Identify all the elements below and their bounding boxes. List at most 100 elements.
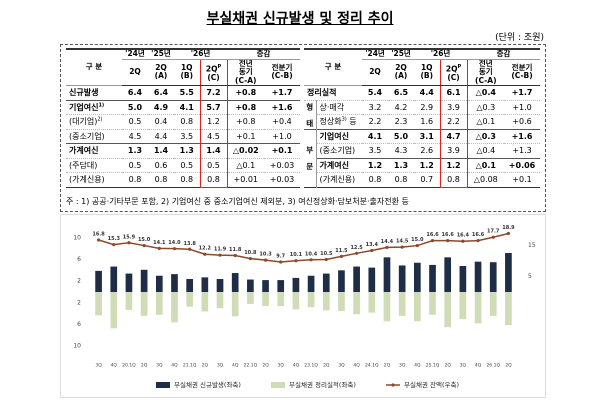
table-body: 신규발생 6.4 6.4 5.5 7.2 +0.8 +1.7 기업여신1) 5.0 4.9 4.1 5… xyxy=(66,85,301,188)
table-row: (중소기업) 4.5 4.4 3.5 4.5 +0.1 +1.0 xyxy=(66,128,301,144)
label-text: (중소기업) xyxy=(319,146,356,156)
bar xyxy=(247,292,254,304)
tick-label: 10 xyxy=(73,234,81,241)
x-tick-label: 3Q xyxy=(217,363,224,369)
cell: 0.8 xyxy=(439,172,468,188)
header-line: 2Q xyxy=(129,67,141,76)
cell: 4.5 xyxy=(122,128,148,144)
cell: △0.08 xyxy=(467,172,505,187)
cell: +1.0 xyxy=(504,99,541,115)
sub-header: 전분기 (C-B) xyxy=(504,59,541,86)
data-label: 14.4 xyxy=(381,239,394,245)
data-label: 16.4 xyxy=(457,233,470,239)
data-label: 16.8 xyxy=(92,232,105,238)
label-text: 신규발생 xyxy=(69,88,99,98)
bar xyxy=(383,292,391,322)
data-label: 11.8 xyxy=(229,247,242,253)
tick-label: 2 xyxy=(77,299,81,306)
cell: 4.7 xyxy=(439,128,468,144)
header-text: 2Q xyxy=(205,64,218,73)
bar xyxy=(155,292,163,315)
year-header: '26년 xyxy=(414,49,468,60)
x-tick-label: 25.1Q xyxy=(426,363,440,369)
x-tick-label: 2Q xyxy=(323,363,330,369)
x-tick-label: 22.1Q xyxy=(244,363,258,369)
sub-header: 전년 동기 (C-A) xyxy=(227,59,265,86)
cell: 2.6 xyxy=(414,143,441,158)
cell: 0.5 xyxy=(199,157,228,173)
bar xyxy=(505,253,512,292)
bar xyxy=(216,292,224,309)
header-line: 2Q xyxy=(155,62,167,72)
line-marker xyxy=(248,256,252,261)
header-row: 구 분 '24년 '25년 '26년 증감 xyxy=(66,49,301,86)
cell: 1.3 xyxy=(388,157,415,173)
bar xyxy=(505,292,512,326)
label-text: (가계신용) xyxy=(319,175,356,185)
bar xyxy=(231,273,239,292)
header-line: 전분기 xyxy=(511,62,533,72)
row-label: (가계신용) xyxy=(316,172,363,187)
occurrence-table: 구 분 '24년 '25년 '26년 증감 2Q 2Q (A) 1Q (B) 2QP (C) 전년 동기(… xyxy=(66,48,301,188)
x-tick-label: 3Q xyxy=(399,363,406,369)
sub-header: 1Q (B) xyxy=(174,59,200,86)
x-tick-label: 4Q xyxy=(475,363,482,369)
data-label: 15.0 xyxy=(138,237,151,243)
table-row: 가계여신 1.3 1.4 1.3 1.4 △0.02 +0.1 xyxy=(66,143,301,158)
cell: 0.8 xyxy=(362,172,389,187)
cell: 0.5 xyxy=(122,157,148,173)
sub-header: 2Q (A) xyxy=(388,59,415,86)
row-label: 정리실적 xyxy=(304,85,363,100)
cell: 0.8 xyxy=(199,172,228,188)
cell: 4.5 xyxy=(199,128,228,144)
bar xyxy=(307,275,315,292)
cell: +0.1 xyxy=(227,128,265,144)
bar xyxy=(216,279,224,292)
bar xyxy=(459,292,467,320)
year-header: '26년 xyxy=(174,49,228,60)
label-text: 가계여신 xyxy=(69,146,99,156)
label-text: 상·매각 xyxy=(319,102,345,112)
row-label: (주담대) xyxy=(66,157,122,173)
data-label: 10.8 xyxy=(244,250,257,256)
cell: 1.2 xyxy=(414,157,441,173)
line-marker xyxy=(263,258,268,262)
cell: 6.1 xyxy=(439,85,468,100)
row-label: (가계신용) xyxy=(66,172,122,187)
table-row: (대기업)2) 0.5 0.4 0.8 1.2 +0.8 +0.4 xyxy=(66,114,301,129)
cell: △0.1 xyxy=(467,157,505,173)
label-text: 가계여신 xyxy=(319,160,349,170)
legend-label: 부실채권 신규발생(좌축) xyxy=(174,380,241,389)
table-row: 가계여신 1.2 1.3 1.2 1.2 △0.1 +0.06 xyxy=(304,157,541,173)
bar xyxy=(322,292,330,311)
table-row: (주담대) 0.5 0.6 0.5 0.5 △0.1 +0.03 xyxy=(66,157,301,173)
header-line: 전년 xyxy=(238,59,253,68)
bar xyxy=(262,292,269,307)
cell: 5.0 xyxy=(388,128,415,144)
line-marker xyxy=(294,259,298,263)
bar xyxy=(474,292,482,324)
table-head: 구 분 '24년 '25년 '26년 증감 2Q 2Q (A) 1Q (B) 2QP (C) 전년 동기(… xyxy=(66,49,301,86)
cell: 0.7 xyxy=(414,172,441,187)
bar xyxy=(489,292,497,316)
header-row: 2Q 2Q (A) 1Q (B) 2QP (C) 전년 동기 (C-A) 전분기 (C-B) xyxy=(66,58,301,86)
row-label: (중소기업) xyxy=(316,143,363,158)
corner-header: 구 분 xyxy=(66,49,122,86)
line-marker xyxy=(400,245,404,249)
cell: 5.7 xyxy=(199,99,228,115)
data-label: 16.6 xyxy=(426,232,439,238)
line-marker xyxy=(188,247,192,251)
bar xyxy=(186,279,193,292)
header-line: (C-A) xyxy=(475,75,497,85)
row-label: (대기업)2) xyxy=(66,114,122,129)
sub-header: 2Q (A) xyxy=(148,59,174,86)
x-tick-label: 3Q xyxy=(278,363,285,369)
cell: 6.4 xyxy=(122,85,148,100)
bar xyxy=(444,257,452,292)
header-line: (A) xyxy=(154,71,168,81)
x-tick-label: 2Q xyxy=(202,363,209,369)
tick-label: 6 xyxy=(77,256,81,263)
label-text: (주담대) xyxy=(69,160,98,170)
bar xyxy=(383,257,391,292)
prelim-mark: P xyxy=(457,63,462,70)
